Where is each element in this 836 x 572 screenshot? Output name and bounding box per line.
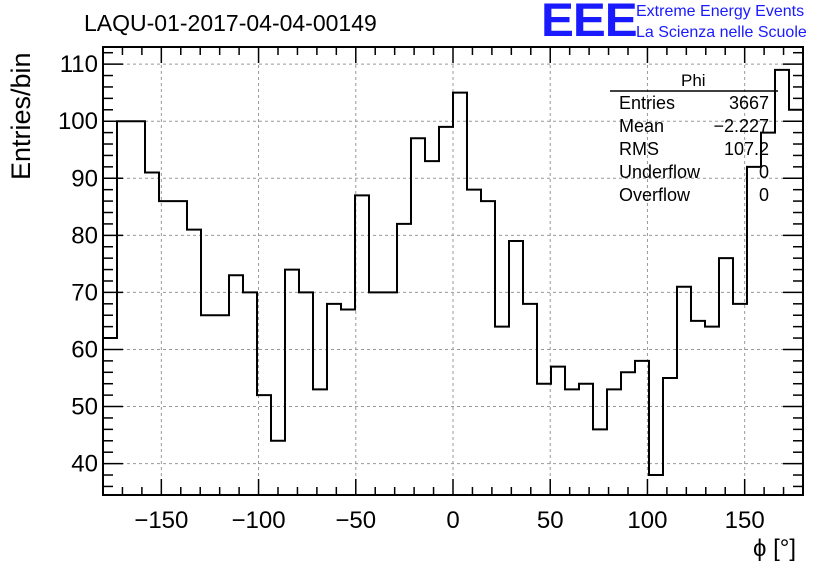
y-tick-label: 70 bbox=[71, 279, 98, 306]
y-tick-label: 80 bbox=[71, 222, 98, 249]
y-tick-label: 40 bbox=[71, 451, 98, 478]
stat-label-overflow: Overflow bbox=[619, 185, 691, 205]
stat-value-mean: −2.227 bbox=[713, 116, 769, 136]
stat-value-rms: 107.2 bbox=[723, 139, 769, 159]
stat-value-overflow: 0 bbox=[758, 185, 769, 205]
x-tick-label: 150 bbox=[725, 507, 765, 534]
stat-label-entries: Entries bbox=[619, 93, 676, 113]
x-tick-label: −50 bbox=[335, 507, 376, 534]
x-tick-label: 100 bbox=[627, 507, 667, 534]
eee-logo: EEE bbox=[541, 0, 638, 46]
stat-label-rms: RMS bbox=[619, 139, 659, 159]
y-tick-label: 50 bbox=[71, 394, 98, 421]
y-tick-label: 60 bbox=[71, 336, 98, 363]
stat-label-underflow: Underflow bbox=[619, 162, 701, 182]
stat-label-mean: Mean bbox=[619, 116, 665, 136]
y-tick-label: 90 bbox=[71, 165, 98, 192]
logo-line-2: La Scienza nelle Scuole bbox=[636, 24, 807, 41]
y-tick-label: 110 bbox=[60, 51, 98, 78]
x-tick-label: −100 bbox=[232, 507, 286, 534]
stat-value-entries: 3667 bbox=[728, 93, 769, 113]
stats-box-title: Phi bbox=[681, 71, 706, 90]
y-axis-label: Entries/bin bbox=[6, 52, 36, 180]
axis-ticks: −150 −100 −50 0 50 100 150 40 50 60 70 80 90 100 110 bbox=[58, 47, 803, 534]
x-tick-label: −150 bbox=[134, 507, 188, 534]
chart-title: LAQU-01-2017-04-04-00149 bbox=[84, 10, 377, 36]
logo-line-1: Extreme Energy Events bbox=[636, 3, 805, 20]
histogram-line bbox=[103, 68, 803, 477]
stat-value-underflow: 0 bbox=[758, 162, 769, 182]
y-tick-label: 100 bbox=[58, 108, 98, 135]
x-tick-label: 0 bbox=[446, 507, 459, 534]
x-axis-label: ϕ [°] bbox=[753, 535, 797, 562]
x-tick-label: 50 bbox=[537, 507, 564, 534]
